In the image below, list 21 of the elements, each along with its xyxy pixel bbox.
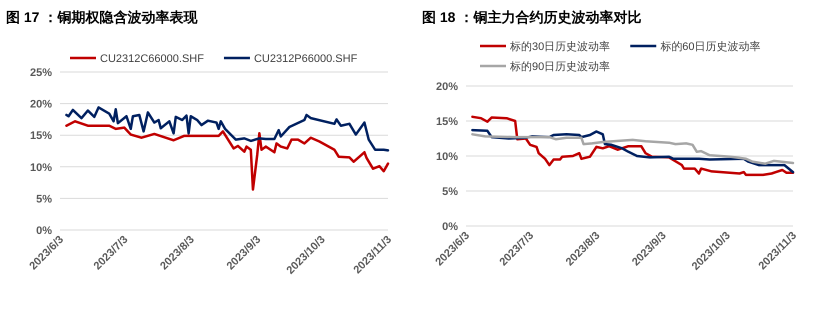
y-tick-label: 20% bbox=[30, 98, 52, 111]
line-series bbox=[471, 133, 794, 165]
legend-label: 标的30日历史波动率 bbox=[509, 40, 610, 53]
legend-label: 标的90日历史波动率 bbox=[509, 60, 610, 73]
y-tick-label: 0% bbox=[36, 225, 52, 237]
y-tick-label: 20% bbox=[436, 81, 458, 93]
y-tick-label: 25% bbox=[30, 67, 52, 79]
line-series bbox=[65, 106, 390, 152]
y-tick-label: 5% bbox=[36, 193, 52, 206]
y-tick-label: 15% bbox=[30, 130, 52, 142]
y-tick-label: 0% bbox=[442, 221, 458, 233]
legend-label: CU2312P66000.SHF bbox=[254, 53, 358, 65]
y-tick-label: 15% bbox=[436, 116, 458, 128]
line-series bbox=[65, 120, 390, 191]
y-tick-label: 5% bbox=[442, 186, 458, 198]
y-tick-label: 10% bbox=[30, 162, 52, 174]
chart-title: 图 17 ：铜期权隐含波动率表现 bbox=[6, 9, 198, 25]
chart-title: 图 18 ：铜主力合约历史波动率对比 bbox=[422, 9, 642, 25]
legend-label: CU2312C66000.SHF bbox=[100, 53, 204, 65]
y-tick-label: 10% bbox=[436, 151, 458, 163]
legend-label: 标的60日历史波动率 bbox=[659, 40, 760, 53]
